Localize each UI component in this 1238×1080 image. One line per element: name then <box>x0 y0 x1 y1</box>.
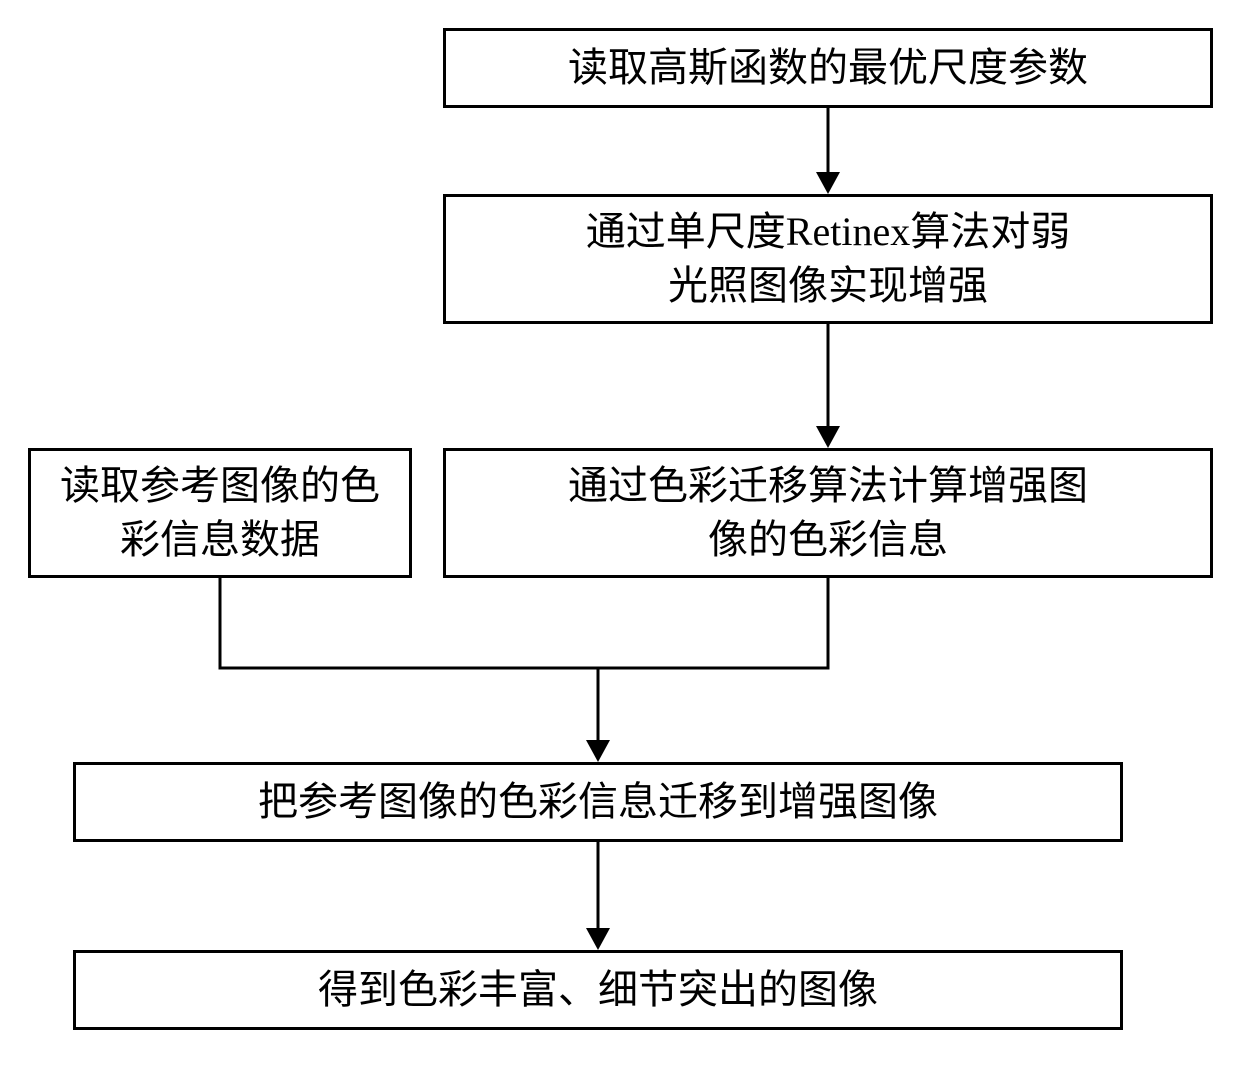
node-text: 通过单尺度Retinex算法对弱光照图像实现增强 <box>586 205 1070 313</box>
flowchart-node-color-transfer: 把参考图像的色彩信息迁移到增强图像 <box>73 762 1123 842</box>
flowchart-edge <box>220 578 598 668</box>
arrowhead-icon <box>816 426 840 448</box>
flowchart-node-read-gaussian-params: 读取高斯函数的最优尺度参数 <box>443 28 1213 108</box>
node-text: 得到色彩丰富、细节突出的图像 <box>318 963 878 1017</box>
flowchart-node-result-image: 得到色彩丰富、细节突出的图像 <box>73 950 1123 1030</box>
node-text: 读取高斯函数的最优尺度参数 <box>568 41 1088 95</box>
arrowhead-icon <box>586 740 610 762</box>
flowchart-node-compute-enhanced-color: 通过色彩迁移算法计算增强图像的色彩信息 <box>443 448 1213 578</box>
node-text: 读取参考图像的色彩信息数据 <box>60 459 380 567</box>
flowchart-node-read-reference-color: 读取参考图像的色彩信息数据 <box>28 448 412 578</box>
flowchart-node-ssr-enhance: 通过单尺度Retinex算法对弱光照图像实现增强 <box>443 194 1213 324</box>
arrowhead-icon <box>816 172 840 194</box>
flowchart-edge <box>598 578 828 668</box>
node-text: 通过色彩迁移算法计算增强图像的色彩信息 <box>568 459 1088 567</box>
node-text: 把参考图像的色彩信息迁移到增强图像 <box>258 775 938 829</box>
arrowhead-icon <box>586 928 610 950</box>
